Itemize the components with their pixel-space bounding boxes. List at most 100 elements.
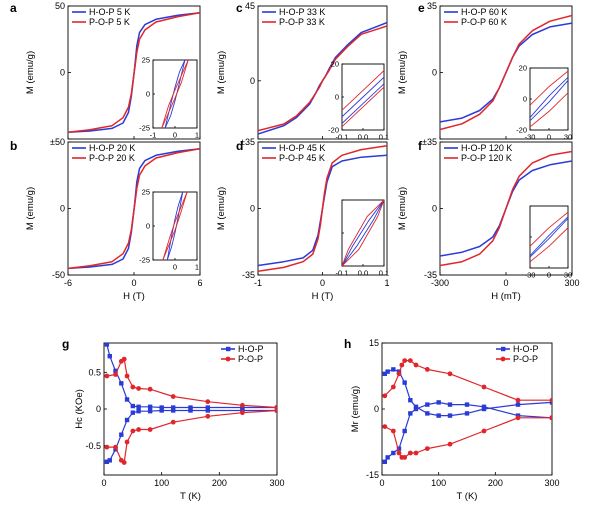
panel-e-legend-entry: H-O-P 60 K [461,7,507,17]
panel-h-data-point [425,402,430,407]
panel-a: 0 50 a M (emu/g) H-O-P 5 KP-O-P 5 K -1 0 1 -25 0 2… [10,1,201,140]
panel-g-data-point [188,405,193,410]
panel-g-data-point [240,410,245,416]
panel-h-data-point [402,455,408,460]
panel-e-legend-entry: P-O-P 60 K [461,17,507,27]
panel-e-inset-xtick-label: 30 [564,133,572,142]
panel-h-data-point [481,384,487,390]
panel-h-series-line [384,417,552,458]
panel-g-legend-entry: P-O-P [238,354,263,364]
panel-g-data-point [121,356,127,362]
panel-d-xtick-label: 0 [320,278,325,288]
panel-h-legend-entry: H-O-P [513,344,539,354]
panel-g-data-point [147,427,153,432]
panel-h-data-point [391,367,396,372]
panel-f-legend-entry: H-O-P 120 K [461,143,512,153]
panel-d-xtick-label: 1 [384,278,389,288]
panel-g-series-line [106,409,277,464]
panel-d-inset-series-line [342,200,384,266]
panel-b-inset: 0 1 -25 0 25 [139,188,199,272]
panel-g-label: g [62,337,69,351]
panel-d-inset-xtick-label: 0.0 [358,269,368,278]
panel-b-xtick-label: 6 [197,278,202,288]
panel-c-ytick-label: 0 [250,76,255,86]
panel-g-xtick-label: 0 [101,478,106,488]
panel-g-data-point [205,405,210,410]
panel-e-inset-ytick-label: 0 [523,95,527,104]
panel-h-data-point [549,415,552,421]
panel-a-series-line [68,11,200,134]
panel-g-data-point [171,408,176,413]
panel-h-legend-marker [500,356,506,362]
panel-h-data-point [413,450,419,456]
panel-g-data-point [121,460,127,465]
panel-d-inset-frame [341,199,385,267]
panel-c-inset-series-line [342,76,384,118]
panel-h-data-point [425,411,430,416]
panel-c-inset-ytick-label: 0 [335,93,339,102]
panel-h-data-point [447,413,453,418]
panel-h-data-point [413,406,419,412]
panel-f-xtick-label: -300 [431,278,449,288]
panel-g-xtick-label: 100 [154,478,169,488]
panel-c-legend-entry: H-O-P 33 K [279,7,325,17]
panel-e-ytick-label: 35 [427,1,437,11]
panel-c-inset-series-line [342,70,384,111]
panel-a-inset-ytick-label: 0 [146,90,150,99]
panel-b-legend-entry: H-O-P 20 K [89,143,135,153]
panel-h-data-point [402,380,407,385]
panel-h-xtick-label: 100 [431,478,446,488]
panel-g-data-point [136,409,141,414]
panel-g-legend-marker [226,346,231,352]
panel-c-ytick-label: 45 [245,1,255,11]
panel-b-xtick-label: -6 [64,278,72,288]
panel-g-data-point [136,386,142,391]
panel-f-inset-series-line [530,218,568,258]
panel-h-data-point [515,402,521,407]
panel-h-data-point [402,428,407,434]
panel-f-ytick-label: ±35 [422,137,437,147]
panel-b-inset-ytick-label: 0 [146,222,150,231]
panel-a-ytick-label: 0 [60,68,65,78]
panel-c-label: c [236,1,243,15]
panel-c-inset-plot [342,70,384,128]
panel-c-inset-series-line [342,86,384,128]
panel-a-inset-ytick-label: 25 [142,56,150,65]
panel-e-label: e [418,1,425,15]
panel-e-inset-ytick-label: -20 [516,126,527,135]
panel-c-ylabel: M (emu/g) [216,51,227,94]
panel-a-inset-series-line [161,60,189,128]
panel-h-data-point [385,369,390,374]
panel-g-data-point [104,373,110,379]
panel-c-inset-xtick-label: 0.1 [379,133,389,142]
panel-g-data-point [107,354,112,359]
panel-g-data-point [124,417,130,423]
panel-c-inset-ytick-label: -20 [328,126,339,135]
panel-b-ylabel: M (emu/g) [25,187,36,230]
panel-a-legend-entry: H-O-P 5 K [89,7,130,17]
panel-h-data-point [549,397,552,403]
panel-c-plot-area [258,21,387,135]
panel-h-ytick-label: -15 [366,470,379,480]
panel-h-data-point [515,397,521,403]
panel-h-data-point [436,400,441,405]
panel-h-data-point [436,413,441,418]
panel-b-legend-entry: P-O-P 20 K [89,153,135,163]
panel-f-inset-series-line [530,216,568,256]
panel-g-xlabel: T (K) [180,491,201,502]
panel-g-xtick-label: 200 [212,478,227,488]
panel-e-inset-series-line [530,70,568,106]
panel-d-label: d [236,139,243,153]
panel-b-ytick-label: ±50 [50,137,65,147]
panel-h-data-point [447,402,453,407]
panel-g-data-point [159,405,164,410]
panel-g-data-point [124,439,130,445]
panel-e-inset-series-line [530,76,568,118]
panel-g-ytick-label: -0.5 [85,441,101,451]
panel-g-data-point [104,343,110,347]
panel-b-inset-xtick-label: 1 [195,263,199,272]
panel-d-ytick-label: ±35 [240,137,255,147]
